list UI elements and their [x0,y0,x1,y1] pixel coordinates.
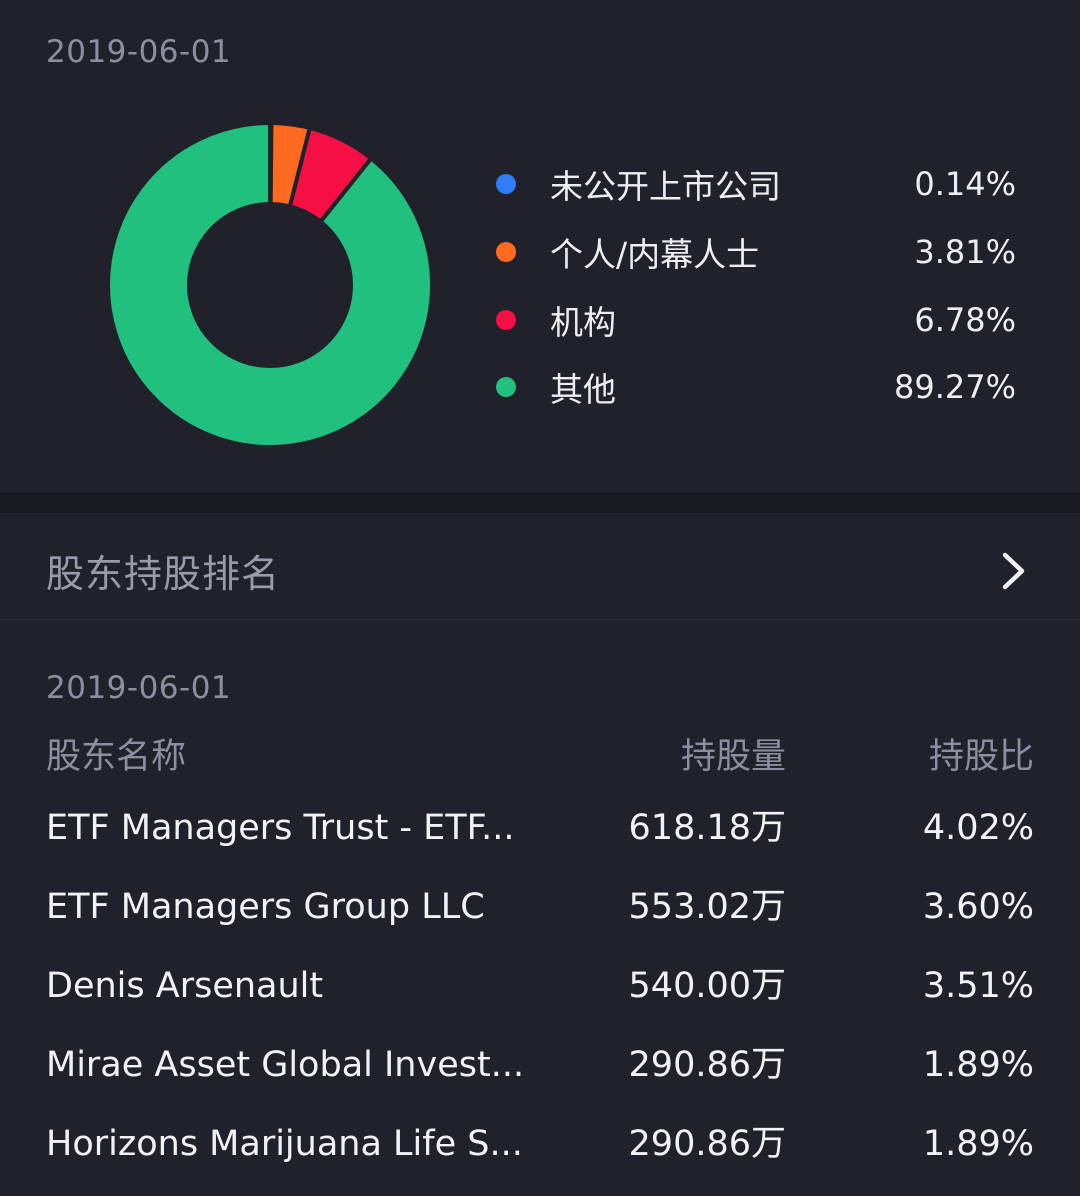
table-row[interactable]: Mirae Asset Global Invest... 290.86万 1.8… [0,1035,1080,1095]
shareholder-name: Horizons Marijuana Life S... [46,1124,523,1164]
slice-other [106,121,434,449]
legend-percent: 0.14% [914,165,1016,203]
holder-type-donut-chart [106,121,434,449]
legend-item: 个人/内幕人士 3.81% [490,227,1020,277]
holding-ratio: 3.60% [922,887,1034,927]
table-row[interactable]: Denis Arsenault 540.00万 3.51% [0,956,1080,1016]
legend-label: 个人/内幕人士 [550,235,760,274]
shares-held: 290.86万 [628,1045,786,1085]
shares-held: 618.18万 [628,808,786,848]
shareholder-name: Mirae Asset Global Invest... [46,1045,525,1085]
holding-ratio: 3.51% [922,966,1034,1006]
shareholder-ranking-header[interactable]: 股东持股排名 [0,513,1080,620]
legend-dot-icon [496,242,516,262]
holding-ratio: 1.89% [922,1124,1034,1164]
shareholder-name: Denis Arsenault [46,966,324,1006]
section-title: 股东持股排名 [46,552,281,596]
shares-held: 553.02万 [628,887,786,927]
table-row[interactable]: Horizons Marijuana Life S... 290.86万 1.8… [0,1114,1080,1174]
legend-label: 未公开上市公司 [550,167,781,206]
shareholder-name: ETF Managers Trust - ETF... [46,808,515,848]
chevron-right-icon[interactable] [996,549,1030,593]
legend-item: 未公开上市公司 0.14% [490,159,1020,209]
shares-held: 290.86万 [628,1124,786,1164]
legend-item: 机构 6.78% [490,295,1020,345]
table-row[interactable]: ETF Managers Group LLC 553.02万 3.60% [0,877,1080,937]
legend-dot-icon [496,377,516,397]
distribution-date: 2019-06-01 [46,34,232,70]
legend-item: 其他 89.27% [490,362,1020,412]
column-header-ratio: 持股比 [928,737,1034,777]
legend-percent: 89.27% [893,368,1016,406]
legend-dot-icon [496,174,516,194]
shareholder-name: ETF Managers Group LLC [46,887,485,927]
legend-percent: 6.78% [914,301,1016,339]
column-header-name: 股东名称 [46,737,187,777]
section-divider [0,493,1080,513]
ranking-date: 2019-06-01 [46,670,232,706]
table-row[interactable]: ETF Managers Trust - ETF... 618.18万 4.02… [0,798,1080,858]
shares-held: 540.00万 [628,966,786,1006]
holding-ratio: 4.02% [922,808,1034,848]
legend-percent: 3.81% [914,233,1016,271]
column-header-shares: 持股量 [680,737,786,777]
holding-ratio: 1.89% [922,1045,1034,1085]
legend-label: 机构 [550,303,616,342]
legend-label: 其他 [550,370,616,409]
legend-dot-icon [496,310,516,330]
